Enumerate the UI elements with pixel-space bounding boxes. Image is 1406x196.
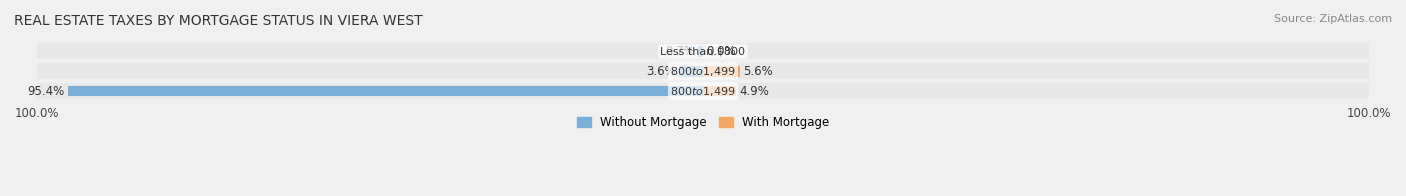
Legend: Without Mortgage, With Mortgage: Without Mortgage, With Mortgage [572, 112, 834, 134]
Text: Less than $800: Less than $800 [661, 46, 745, 56]
Bar [703, 86, 735, 96]
Bar [679, 66, 703, 77]
Bar [67, 86, 703, 96]
Bar [37, 44, 1369, 59]
Text: 4.9%: 4.9% [740, 84, 769, 98]
Text: $800 to $1,499: $800 to $1,499 [671, 84, 735, 98]
Text: Source: ZipAtlas.com: Source: ZipAtlas.com [1274, 14, 1392, 24]
Text: 0.7%: 0.7% [665, 45, 695, 58]
Bar [699, 46, 703, 57]
Bar [37, 63, 1369, 79]
Text: REAL ESTATE TAXES BY MORTGAGE STATUS IN VIERA WEST: REAL ESTATE TAXES BY MORTGAGE STATUS IN … [14, 14, 423, 28]
Text: 3.6%: 3.6% [645, 65, 676, 78]
Bar [703, 66, 741, 77]
Text: $800 to $1,499: $800 to $1,499 [671, 65, 735, 78]
Text: 0.0%: 0.0% [706, 45, 735, 58]
Text: 95.4%: 95.4% [27, 84, 65, 98]
Bar [37, 83, 1369, 99]
Text: 5.6%: 5.6% [744, 65, 773, 78]
